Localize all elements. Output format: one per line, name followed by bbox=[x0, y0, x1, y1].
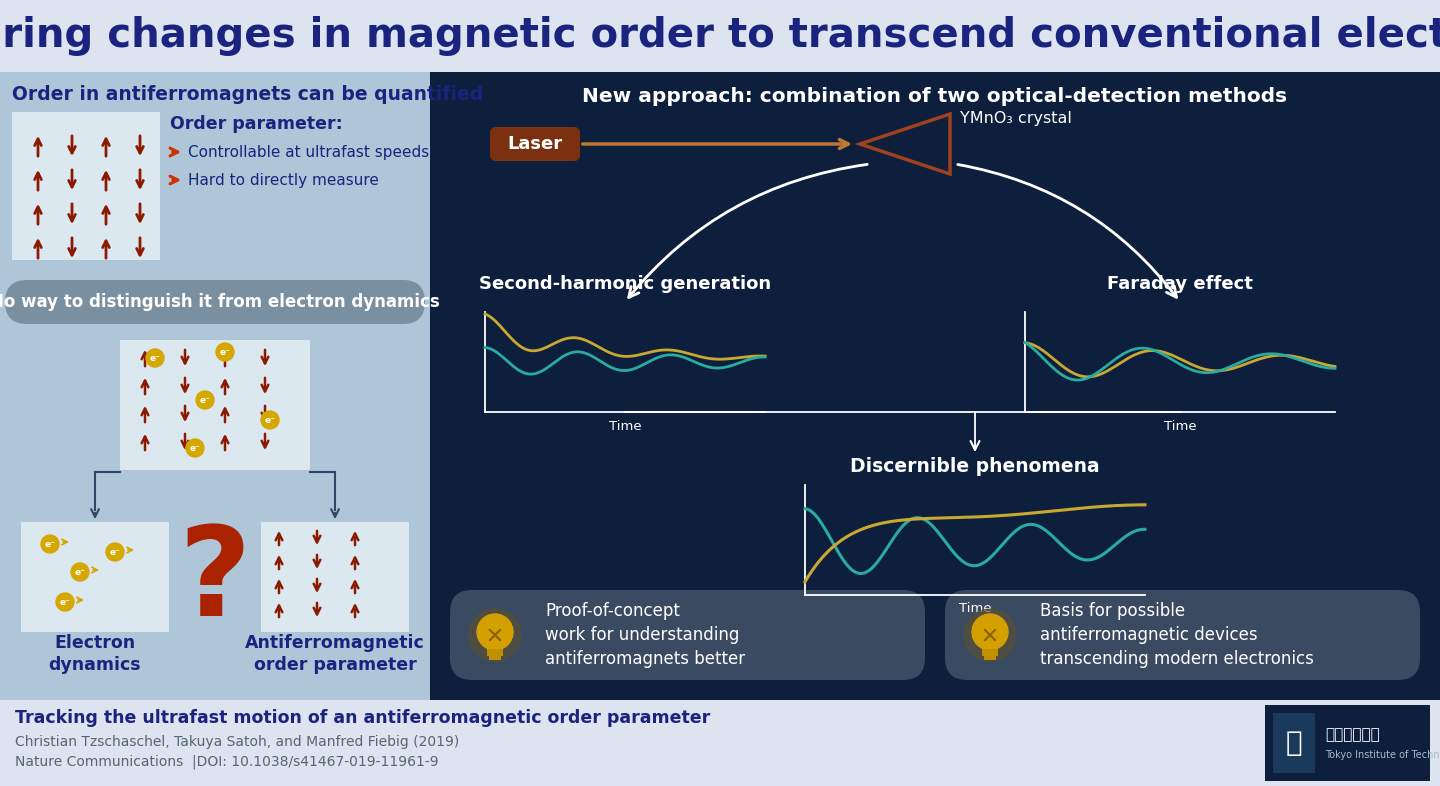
Bar bbox=[982, 649, 998, 656]
Bar bbox=[431, 72, 1440, 700]
Circle shape bbox=[972, 614, 1008, 650]
Text: No way to distinguish it from electron dynamics: No way to distinguish it from electron d… bbox=[0, 293, 439, 311]
Bar bbox=[12, 112, 160, 260]
Text: e⁻: e⁻ bbox=[75, 568, 85, 577]
Text: Time: Time bbox=[609, 420, 641, 432]
FancyBboxPatch shape bbox=[945, 590, 1420, 680]
Text: Time: Time bbox=[959, 603, 991, 615]
Bar bbox=[120, 340, 310, 470]
Text: e⁻: e⁻ bbox=[45, 540, 55, 549]
Text: e⁻: e⁻ bbox=[59, 598, 71, 607]
Bar bbox=[22, 522, 168, 632]
Bar bbox=[261, 522, 409, 632]
FancyBboxPatch shape bbox=[449, 590, 924, 680]
Bar bbox=[0, 700, 1440, 786]
Text: Hard to directly measure: Hard to directly measure bbox=[189, 172, 379, 188]
Bar bbox=[487, 649, 503, 656]
Text: Christian Tzschaschel, Takuya Satoh, and Manfred Fiebig (2019): Christian Tzschaschel, Takuya Satoh, and… bbox=[14, 735, 459, 749]
Text: Order parameter:: Order parameter: bbox=[170, 115, 343, 133]
Text: Antiferromagnetic
order parameter: Antiferromagnetic order parameter bbox=[245, 634, 425, 674]
Text: e⁻: e⁻ bbox=[200, 396, 210, 405]
Text: Second-harmonic generation: Second-harmonic generation bbox=[480, 275, 770, 293]
Text: Tracking the ultrafast motion of an antiferromagnetic order parameter: Tracking the ultrafast motion of an anti… bbox=[14, 709, 710, 727]
Circle shape bbox=[477, 614, 513, 650]
Text: Tokyo Institute of Technology: Tokyo Institute of Technology bbox=[1325, 750, 1440, 760]
Text: Controllable at ultrafast speeds: Controllable at ultrafast speeds bbox=[189, 145, 429, 160]
Bar bbox=[0, 0, 1440, 72]
Circle shape bbox=[963, 609, 1017, 661]
Bar bbox=[984, 655, 996, 660]
Text: Discernible phenomena: Discernible phenomena bbox=[850, 457, 1100, 476]
Text: ⛩: ⛩ bbox=[1286, 729, 1302, 757]
Circle shape bbox=[196, 391, 215, 409]
Text: Order in antiferromagnets can be quantified: Order in antiferromagnets can be quantif… bbox=[12, 85, 484, 104]
Text: Time: Time bbox=[1164, 420, 1197, 432]
Circle shape bbox=[469, 609, 521, 661]
Bar bbox=[1273, 713, 1315, 773]
Text: Basis for possible
antiferromagnetic devices
transcending modern electronics: Basis for possible antiferromagnetic dev… bbox=[1040, 602, 1313, 668]
Text: Laser: Laser bbox=[507, 135, 563, 153]
FancyBboxPatch shape bbox=[4, 280, 425, 324]
Text: e⁻: e⁻ bbox=[219, 348, 230, 357]
FancyBboxPatch shape bbox=[490, 127, 580, 161]
Circle shape bbox=[145, 349, 164, 367]
Circle shape bbox=[56, 593, 73, 611]
Text: e⁻: e⁻ bbox=[150, 354, 160, 363]
Text: Proof-of-concept
work for understanding
antiferromagnets better: Proof-of-concept work for understanding … bbox=[544, 602, 744, 668]
Circle shape bbox=[107, 543, 124, 561]
Bar bbox=[1264, 705, 1430, 781]
Circle shape bbox=[71, 563, 89, 581]
Text: New approach: combination of two optical-detection methods: New approach: combination of two optical… bbox=[582, 87, 1287, 106]
Text: YMnO₃ crystal: YMnO₃ crystal bbox=[960, 112, 1071, 127]
Circle shape bbox=[40, 535, 59, 553]
Circle shape bbox=[216, 343, 233, 361]
Text: e⁻: e⁻ bbox=[265, 416, 275, 425]
Text: e⁻: e⁻ bbox=[109, 548, 121, 557]
Text: 東京工業大学: 東京工業大学 bbox=[1325, 728, 1380, 743]
Text: Faraday effect: Faraday effect bbox=[1107, 275, 1253, 293]
Text: ?: ? bbox=[179, 521, 251, 642]
Text: Electron
dynamics: Electron dynamics bbox=[49, 634, 141, 674]
Text: e⁻: e⁻ bbox=[190, 444, 200, 453]
Circle shape bbox=[261, 411, 279, 429]
Text: Measuring changes in magnetic order to transcend conventional electronics: Measuring changes in magnetic order to t… bbox=[0, 16, 1440, 56]
Bar bbox=[0, 72, 431, 700]
Text: Nature Communications  |DOI: 10.1038/s41467-019-11961-9: Nature Communications |DOI: 10.1038/s414… bbox=[14, 755, 439, 769]
Circle shape bbox=[186, 439, 204, 457]
Bar bbox=[490, 655, 501, 660]
